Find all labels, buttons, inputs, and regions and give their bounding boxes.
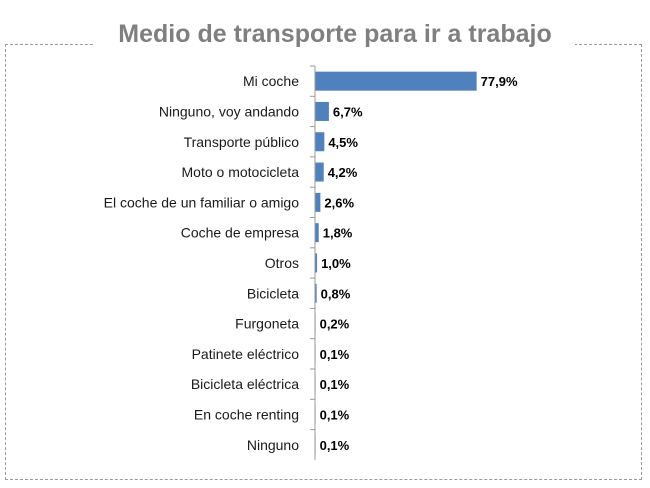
value-label-8: 0,2%: [320, 317, 350, 332]
category-label-12: Ninguno: [247, 437, 299, 453]
value-label-2: 4,5%: [328, 135, 358, 150]
value-label-10: 0,1%: [320, 377, 350, 392]
category-label-4: El coche de un familiar o amigo: [104, 194, 300, 210]
bar-7: [315, 283, 317, 303]
value-label-7: 0,8%: [321, 286, 351, 301]
value-label-12: 0,1%: [320, 438, 350, 453]
value-label-11: 0,1%: [320, 407, 350, 422]
bar-5: [315, 223, 319, 243]
value-labels-group: 77,9% 6,7% 4,5% 4,2% 2,6% 1,8% 1,0% 0,8% 0,2% 0,1…: [320, 74, 518, 453]
bar-1: [315, 101, 329, 121]
bar-3: [315, 162, 324, 182]
category-label-3: Moto o motocicleta: [182, 164, 300, 180]
value-label-0: 77,9%: [481, 74, 518, 89]
category-label-0: Mi coche: [243, 73, 299, 89]
category-label-7: Bicicleta: [247, 285, 299, 301]
category-label-9: Patinete eléctrico: [192, 346, 300, 362]
category-label-11: En coche renting: [194, 406, 299, 422]
category-label-1: Ninguno, voy andando: [159, 103, 299, 119]
bar-6: [315, 253, 318, 273]
category-label-8: Furgoneta: [235, 316, 299, 332]
value-label-9: 0,1%: [320, 347, 350, 362]
category-label-6: Otros: [265, 255, 299, 271]
value-label-5: 1,8%: [323, 226, 353, 241]
bar-0: [315, 71, 477, 91]
chart-title: Medio de transporte para ir a trabajo: [95, 14, 575, 54]
bar-4: [315, 192, 321, 212]
category-label-2: Transporte público: [184, 134, 300, 150]
value-label-6: 1,0%: [321, 256, 351, 271]
category-label-10: Bicicleta eléctrica: [191, 376, 299, 392]
value-label-4: 2,6%: [324, 195, 354, 210]
bar-2: [315, 132, 325, 152]
category-label-5: Coche de empresa: [181, 225, 300, 241]
category-labels-group: Mi coche Ninguno, voy andando Transporte p…: [104, 65, 315, 453]
value-label-3: 4,2%: [328, 165, 358, 180]
value-label-1: 6,7%: [333, 104, 363, 119]
